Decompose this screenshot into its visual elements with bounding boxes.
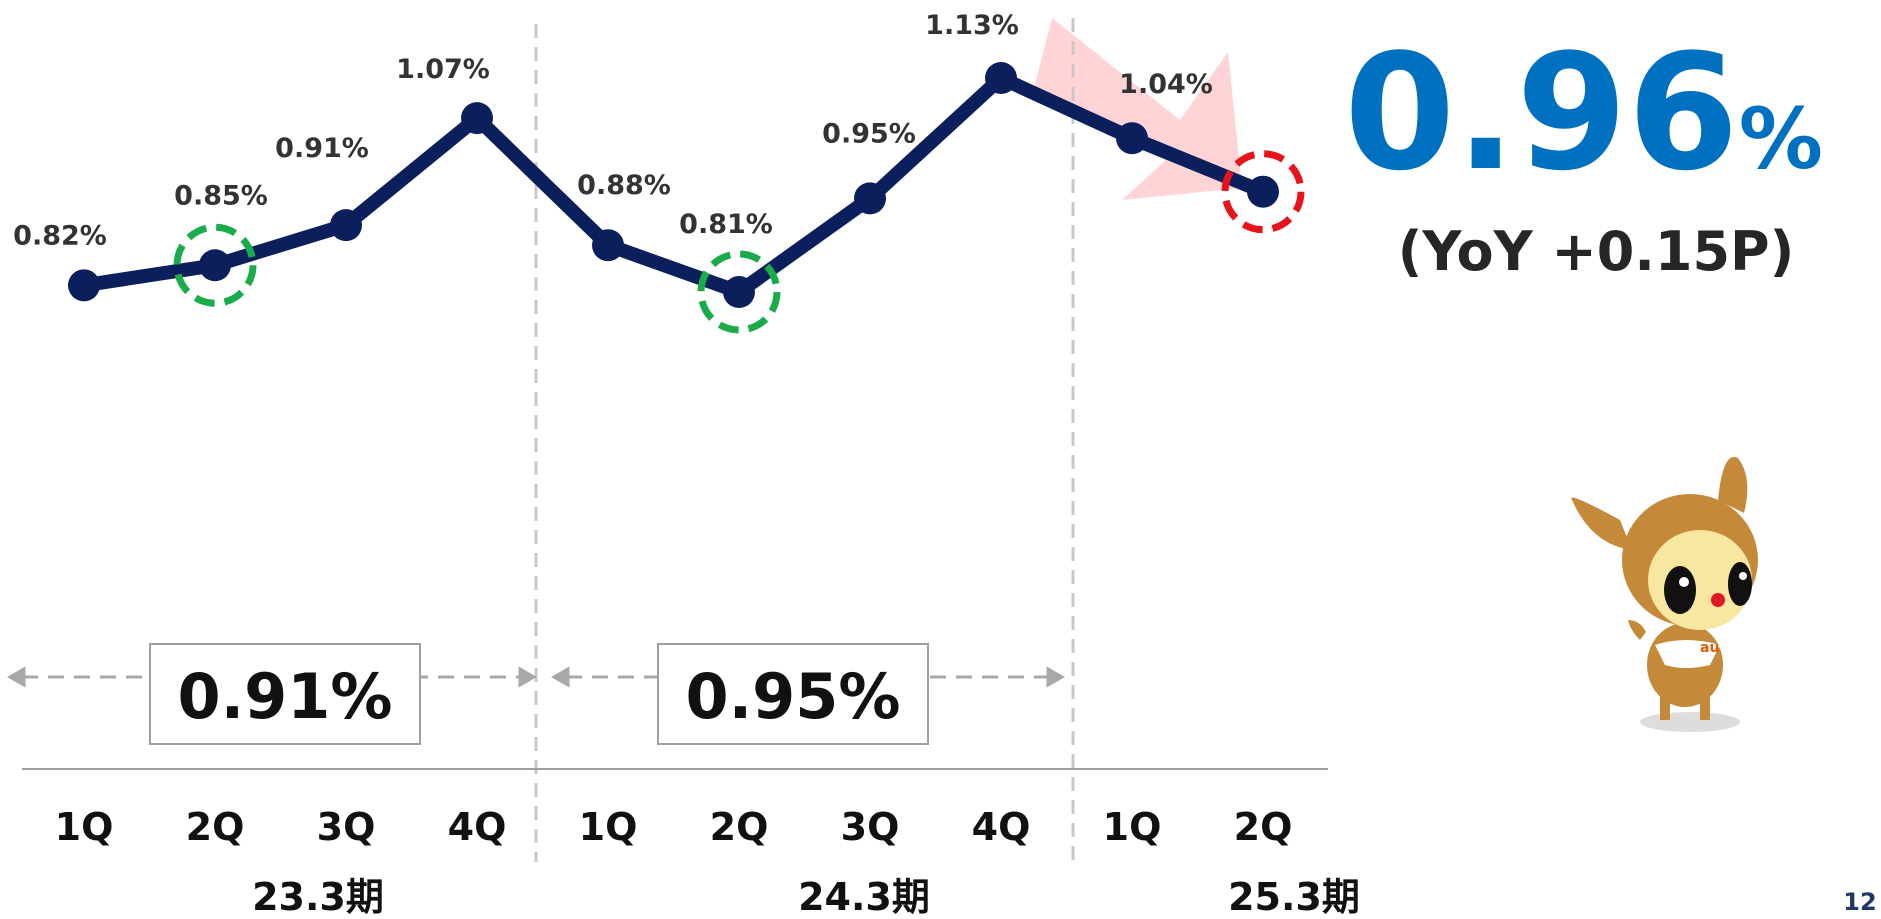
headline: 0.96%	[1344, 19, 1823, 206]
x-tick-label: 1Q	[55, 805, 114, 849]
x-tick-label: 1Q	[1103, 805, 1162, 849]
x-tick-label: 2Q	[710, 805, 769, 849]
x-tick-label: 3Q	[841, 805, 900, 849]
value-label: 0.95%	[822, 118, 916, 149]
line	[82, 71, 1266, 299]
x-tick-label: 1Q	[579, 805, 638, 849]
value-label: 0.88%	[577, 170, 671, 201]
headline-unit: %	[1739, 90, 1823, 188]
value-label: 1.07%	[396, 54, 490, 85]
point	[199, 249, 231, 282]
point	[985, 62, 1017, 94]
x-tick-label: 3Q	[317, 805, 376, 849]
point	[592, 229, 624, 262]
point	[461, 102, 493, 135]
value-label: 1.04%	[1119, 69, 1213, 100]
point	[330, 209, 362, 242]
point	[1247, 175, 1279, 208]
headline-value: 0.96	[1344, 19, 1739, 206]
period-average: 0.91%	[177, 660, 392, 733]
value-label: 1.13%	[925, 10, 1019, 41]
yoy: (YoY +0.15P)	[1398, 220, 1795, 283]
period-average: 0.95%	[685, 660, 900, 733]
mascot-logo: au	[1700, 640, 1719, 656]
page-number: 12	[1843, 888, 1876, 916]
x-tick-label: 2Q	[186, 805, 245, 849]
value-label: 0.81%	[679, 209, 773, 240]
mascot: au	[1571, 456, 1758, 732]
highlight-circle	[173, 223, 257, 307]
highlight-circle	[697, 250, 781, 334]
value-label: 0.85%	[174, 180, 268, 211]
value-label: 0.91%	[275, 133, 369, 164]
value-label: 0.82%	[13, 220, 107, 251]
average-box	[657, 643, 929, 745]
point	[1116, 122, 1148, 155]
highlight-circle	[1221, 150, 1305, 234]
point	[68, 269, 100, 302]
x-tick-label: 4Q	[448, 805, 507, 849]
x-tick-label: 2Q	[1234, 805, 1293, 849]
x-tick-label: 4Q	[972, 805, 1031, 849]
point	[854, 182, 886, 215]
average-box	[149, 643, 421, 745]
group-label: 23.3期	[252, 875, 384, 919]
point	[723, 276, 755, 308]
group-label: 24.3期	[798, 875, 930, 919]
group-label: 25.3期	[1228, 875, 1360, 919]
